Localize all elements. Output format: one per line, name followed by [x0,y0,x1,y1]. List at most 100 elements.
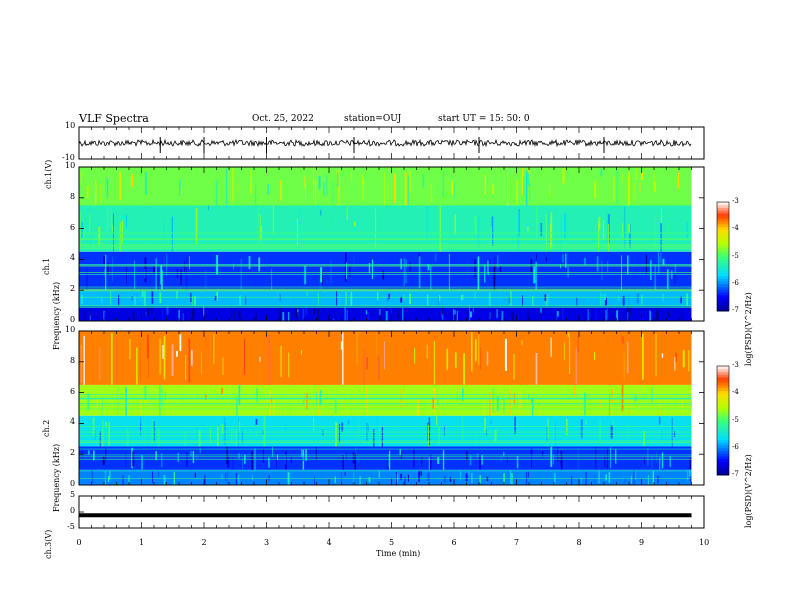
ch1-waveform-line [78,138,692,148]
colorbar-2-segment-35 [717,376,729,381]
colorbar-2-segment-2 [717,466,729,471]
colorbar-2-segment-22 [717,412,729,416]
colorbar-2-segment-3 [717,464,729,468]
spectrogram-1-band-4 [79,167,692,206]
colorbar-2-segment-38 [717,368,729,372]
colorbar-1-segment-15 [717,267,729,271]
spectrogram-2-band-0 [79,469,692,485]
colorbar-1-segment-6 [717,291,729,296]
colorbar-1-segment-7 [717,289,729,293]
colorbar-1-segment-31 [717,223,729,228]
colorbar-1-segment-3 [717,300,729,304]
colorbar-2-segment-14 [717,434,729,438]
colorbar-1-tick-label-0: -3 [732,197,739,205]
colorbar-2-segment-13 [717,436,729,441]
colorbar-1-segment-16 [717,264,729,268]
colorbar-2-tick-label-0: -3 [732,361,739,369]
x-tick-label-8: 8 [576,538,582,547]
colorbar-2-segment-27 [717,398,729,402]
x-tick-label-1: 1 [139,538,145,547]
x-tick-label-7: 7 [514,538,520,547]
colorbar-2-segment-8 [717,450,729,454]
colorbar-1-segment-4 [717,297,729,301]
colorbar-2-tick-label-1: -4 [732,388,739,397]
spectrogram-1-ytick-label-2: 4 [70,253,76,263]
spectrogram-2-ytick-label-3: 6 [70,386,76,396]
x-tick-label-6: 6 [451,538,457,547]
colorbar-2-segment-36 [717,374,729,378]
colorbar-2-segment-19 [717,420,729,424]
spectrogram-1-texture [79,167,692,321]
colorbar-1-segment-17 [717,261,729,266]
colorbar2-label: log(PSD)(V^2/Hz) [744,454,753,528]
colorbar-2-segment-37 [717,371,729,375]
waveform-3-ytick-label-2: -5 [67,522,75,531]
colorbar-2-segment-5 [717,458,729,462]
spectrogram-1-ytick-label-0: 0 [70,315,76,324]
colorbar-2-segment-39 [717,366,729,370]
colorbar-2-segment-7 [717,453,729,457]
colorbar-1-segment-25 [717,240,729,244]
x-tick-label-0: 0 [76,538,82,547]
colorbar-2-tick-label-3: -6 [732,442,739,451]
x-tick-label-4: 4 [326,538,332,547]
ch1-waveform-ylabel: ch.1(V) [44,159,53,189]
colorbar-1-segment-11 [717,278,729,282]
spectrogram-1-ytick-label-3: 6 [70,222,76,232]
colorbar-1-tick-label-1: -4 [732,224,739,233]
colorbar-2-segment-29 [717,393,729,397]
spectrogram-1-band-3 [79,205,692,252]
colorbar-1-segment-30 [717,226,729,230]
waveform-3-ytick-label-0: 5 [70,490,76,499]
colorbar-1-tick-label-4: -7 [732,306,739,314]
colorbar-1-segment-34 [717,215,729,219]
date-label: Oct. 25, 2022 [252,114,314,124]
colorbar-1-segment-32 [717,221,729,225]
colorbar-1-segment-18 [717,259,729,263]
x-tick-label-2: 2 [201,538,207,547]
colorbar-1-segment-2 [717,302,729,307]
colorbar-1-segment-9 [717,283,729,287]
colorbar-1-tick-label-3: -6 [732,278,739,287]
ch2-spectrogram-ylabel-channel: ch.2 [42,419,51,437]
colorbar1-label: log(PSD)(V^2/Hz) [744,292,753,366]
colorbar-1-segment-37 [717,207,729,211]
colorbar-1-segment-24 [717,242,729,247]
colorbar-2-segment-6 [717,455,729,460]
spectrogram-2-ytick-label-1: 2 [70,448,76,458]
waveform-3-ytick-label-1: 0 [70,506,76,515]
colorbar-2-segment-11 [717,442,729,446]
colorbar-2-segment-20 [717,417,729,421]
colorbar-2-segment-16 [717,428,729,432]
colorbar-1-segment-19 [717,256,729,260]
colorbar-1-segment-29 [717,229,729,233]
colorbar-2-segment-23 [717,409,729,413]
colorbar-2-segment-33 [717,382,729,386]
x-tick-label-3: 3 [264,538,270,547]
x-tick-label-5: 5 [389,538,395,547]
colorbar-2-segment-12 [717,439,729,443]
colorbar-1-segment-20 [717,253,729,257]
colorbar-2-tick-label-4: -7 [732,470,739,478]
spectrogram-2-ytick-label-4: 8 [70,355,76,365]
colorbar-2-segment-10 [717,445,729,449]
spectrogram-2-band-1 [79,446,692,470]
colorbar-1-segment-0 [717,308,729,312]
x-axis-label: Time (min) [376,549,421,558]
colorbar-1-tick-label-2: -5 [732,251,739,260]
colorbar-1-frame [716,201,730,312]
colorbar-2-segment-24 [717,406,729,411]
x-tick-label-9: 9 [639,538,645,547]
spectrogram-1-ytick-label-4: 8 [70,191,76,201]
colorbar-1-segment-8 [717,286,729,290]
colorbar-1-segment-10 [717,281,729,285]
colorbar-1-segment-35 [717,212,729,217]
spectrogram-1-band-2 [79,251,692,291]
colorbar-2-segment-34 [717,379,729,383]
colorbar-1-segment-28 [717,231,729,236]
colorbar-2-segment-21 [717,415,729,419]
start-time-label: start UT = 15: 50: 0 [438,114,530,124]
ch1-spectrogram-ylabel-channel: ch.1 [42,257,51,275]
colorbar-2-segment-28 [717,395,729,400]
